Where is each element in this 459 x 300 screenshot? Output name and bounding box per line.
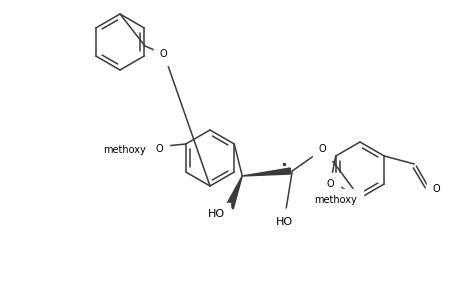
Text: O: O [431,184,439,194]
Text: methoxy: methoxy [138,146,145,148]
Text: methoxy: methoxy [313,195,356,205]
Text: O: O [156,144,163,154]
Text: methoxy: methoxy [332,201,338,202]
Polygon shape [242,168,290,176]
Text: HO: HO [207,209,224,219]
Polygon shape [227,176,242,209]
Text: O: O [318,144,325,154]
Text: methoxy: methoxy [103,145,146,155]
Text: O: O [159,49,167,59]
Text: HO: HO [275,217,292,227]
Text: O: O [326,179,334,189]
